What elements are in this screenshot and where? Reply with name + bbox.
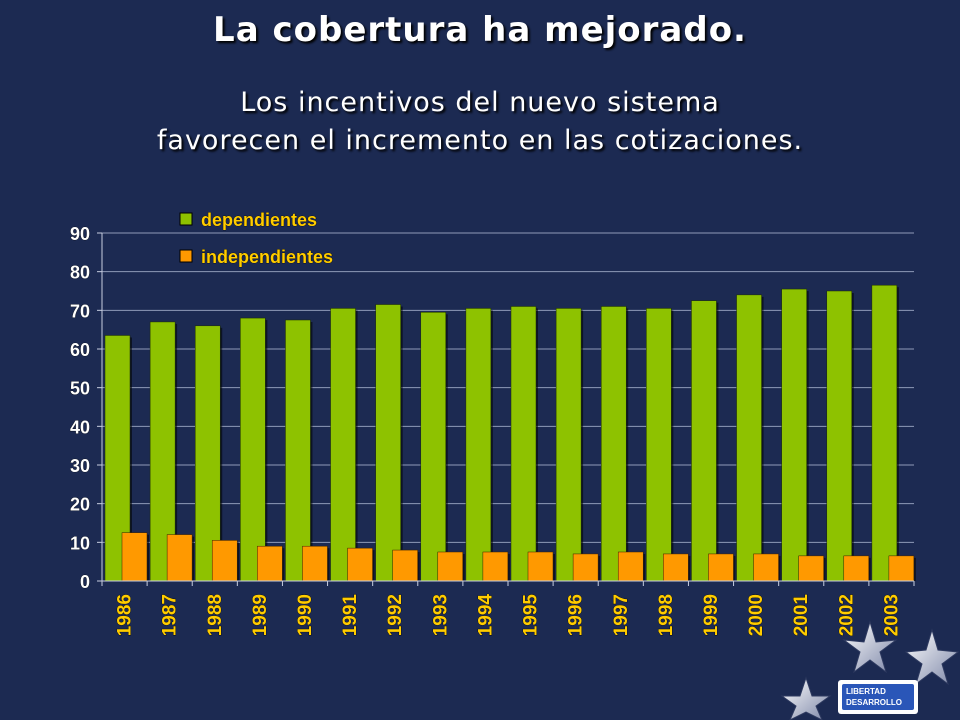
star-icon <box>904 628 960 686</box>
bar-dependientes <box>600 306 627 582</box>
bar-independientes <box>121 532 148 582</box>
bar-independientes <box>211 540 238 582</box>
y-tick-label: 0 <box>80 572 90 592</box>
bar-independientes <box>392 549 418 582</box>
bar-dependientes <box>691 300 717 582</box>
bar-independientes <box>347 547 373 582</box>
bar-dependientes <box>826 290 853 582</box>
x-tick-label: 1994 <box>475 594 496 637</box>
x-tick-label: 1996 <box>566 594 587 636</box>
y-tick-label: 20 <box>70 495 90 515</box>
x-tick-label: 1999 <box>701 594 722 636</box>
bar-dependientes <box>194 325 221 582</box>
logo-text-2: DESARROLLO <box>846 698 902 707</box>
bar-independientes <box>437 551 464 582</box>
bar-independientes <box>663 553 689 582</box>
legend-swatch <box>179 212 193 226</box>
bar-dependientes <box>646 308 672 582</box>
slide-title: La cobertura ha mejorado. <box>213 10 747 50</box>
bar-dependientes <box>736 294 762 582</box>
legend-label: independientes <box>201 247 333 267</box>
bar-independientes <box>617 551 644 582</box>
grid-lines <box>102 232 914 543</box>
x-tick-label: 1992 <box>385 594 406 636</box>
x-tick-label: 2001 <box>791 594 812 637</box>
x-tick-label: 2000 <box>746 594 767 636</box>
bar-independientes <box>888 555 915 582</box>
bar-dependientes <box>420 312 447 582</box>
bar-independientes <box>798 555 824 582</box>
bars <box>104 284 916 582</box>
subtitle-line-2: favorecen el incremento en las cotizacio… <box>156 125 804 156</box>
y-tick-label: 90 <box>70 224 90 244</box>
x-tick-label: 1991 <box>340 594 361 637</box>
bar-dependientes <box>555 308 582 582</box>
logo-text-1: LIBERTAD <box>846 687 886 696</box>
bar-dependientes <box>510 306 537 582</box>
bar-independientes <box>753 553 779 582</box>
bar-dependientes <box>465 308 492 582</box>
x-tick-label: 2003 <box>881 594 902 636</box>
legend-swatch <box>179 249 193 263</box>
y-tick-label: 10 <box>70 533 90 553</box>
y-tick-label: 40 <box>70 417 90 437</box>
bar-dependientes <box>871 284 898 582</box>
bar-dependientes <box>240 317 266 582</box>
x-tick-label: 1993 <box>430 594 451 636</box>
x-tick-label: 1995 <box>521 594 542 637</box>
bar-independientes <box>302 545 328 582</box>
bar-independientes <box>572 553 599 582</box>
bar-dependientes <box>285 319 311 582</box>
y-tick-label: 50 <box>70 379 90 399</box>
x-tick-label: 1988 <box>205 594 226 636</box>
legend-label: dependientes <box>201 210 317 230</box>
legend: dependientes independientes <box>179 210 333 267</box>
x-tick-label: 1990 <box>295 594 316 636</box>
x-tick-label: 2002 <box>836 594 857 636</box>
slide-subtitle: Los incentivos del nuevo sistema favorec… <box>0 84 960 160</box>
star-icon <box>842 620 898 674</box>
bar-independientes <box>166 534 193 582</box>
x-tick-label: 1997 <box>611 594 632 636</box>
x-tick-label: 1998 <box>656 594 677 636</box>
y-tick-label: 60 <box>70 340 90 360</box>
bar-dependientes <box>781 288 807 582</box>
y-tick-label: 80 <box>70 263 90 283</box>
logo: LIBERTAD DESARROLLO <box>838 680 918 714</box>
bar-independientes <box>527 551 554 582</box>
y-tick-label: 30 <box>70 456 90 476</box>
bar-independientes <box>482 551 509 582</box>
bar-independientes <box>257 545 283 582</box>
x-tick-label: 1987 <box>160 594 181 636</box>
bar-independientes <box>708 553 734 582</box>
axes: 0 10 20 30 40 50 60 70 80 90 1986 1987 1988 1989 1990 1… <box>70 224 915 637</box>
y-tick-label: 70 <box>70 301 90 321</box>
bar-independientes <box>843 555 870 582</box>
bar-dependientes <box>330 308 356 582</box>
logo-badge: LIBERTAD DESARROLLO <box>842 684 914 710</box>
subtitle-line-1: Los incentivos del nuevo sistema <box>240 87 720 118</box>
bar-dependientes <box>375 304 401 582</box>
star-icon <box>780 676 832 720</box>
x-tick-label: 1989 <box>250 594 271 636</box>
x-tick-label: 1986 <box>115 594 136 636</box>
